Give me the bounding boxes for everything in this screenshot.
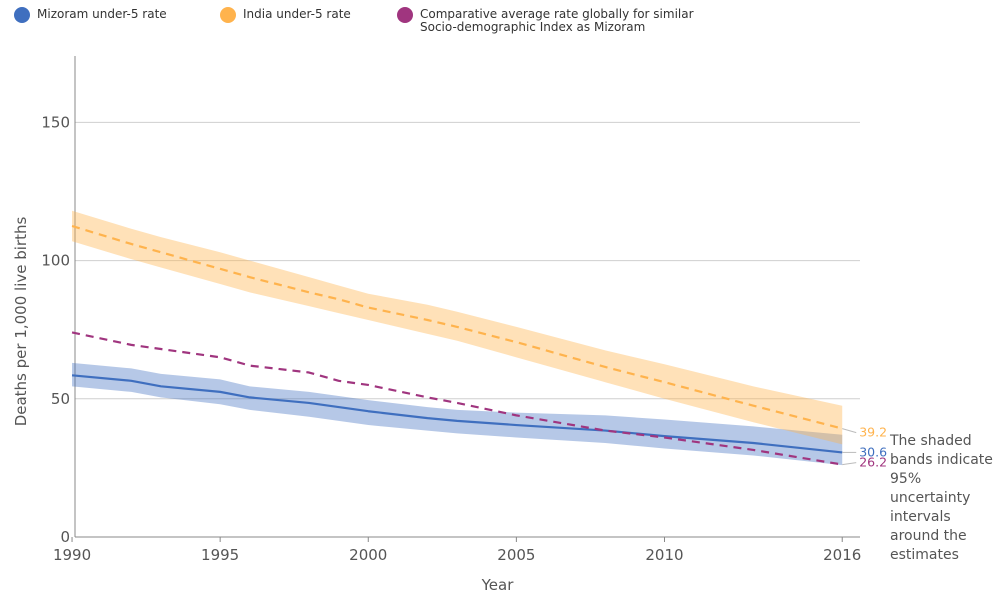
legend-marker-india [220,7,236,23]
legend-label-india: India under-5 rate [243,7,351,21]
end-value-label: 39.2 [859,425,887,440]
y-tick-label: 0 [60,528,70,546]
y-tick-label: 100 [41,252,70,270]
y-axis-title: Deaths per 1,000 live births [12,217,30,427]
y-tick-label: 150 [41,113,70,131]
uncertainty-note: The shaded bands indicate 95% uncertaint… [890,433,993,563]
x-axis-title: Year [481,576,515,593]
x-tick-label: 2000 [349,546,387,564]
legend-label-global-comparison: Comparative average rate globally for si… [420,7,694,34]
legend-marker-global-comparison [397,7,413,23]
series-line-india-under-5-rate [71,224,843,430]
legend-item-india: India under-5 rate [220,7,351,23]
series-line-comparative-average-rate-globa [71,331,843,466]
legend-item-global-comparison: Comparative average rate globally for si… [397,7,694,34]
x-tick-label: 1990 [53,546,91,564]
legend-label-mizoram: Mizoram under-5 rate [37,7,167,21]
end-label-leader [842,462,857,466]
legend-item-mizoram: Mizoram under-5 rate [14,7,167,23]
y-tick-label: 50 [51,390,70,408]
uncertainty-band-mizoram-under-5-rate [72,362,843,466]
x-tick-label: 1995 [201,546,239,564]
x-tick-label: 2016 [823,546,861,564]
legend-marker-mizoram [14,7,30,23]
end-label-leader [842,428,857,434]
series-line-mizoram-under-5-rate [71,374,843,454]
end-value-label: 30.6 [859,444,887,459]
x-tick-label: 2010 [645,546,683,564]
end-value-label: 26.2 [859,455,887,470]
chart-legend: Mizoram under-5 rate India under-5 rate … [14,7,774,48]
x-tick-label: 2005 [497,546,535,564]
